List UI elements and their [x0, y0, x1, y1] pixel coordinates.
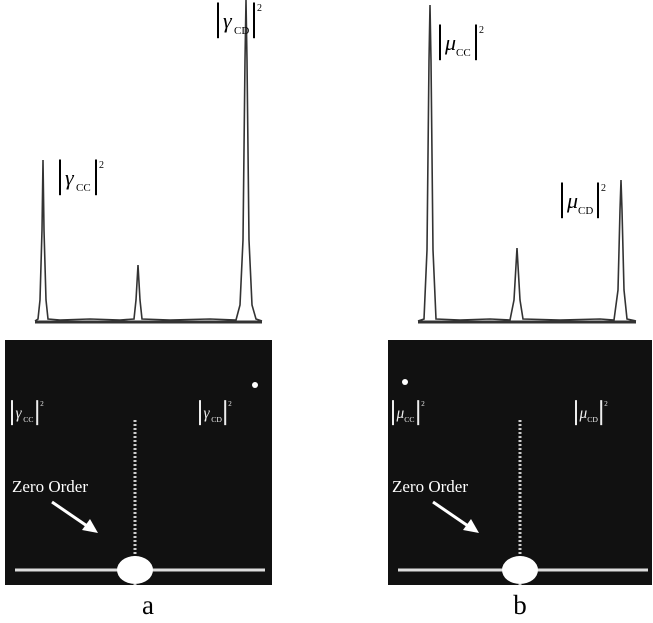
symbol: γ — [16, 405, 23, 422]
exponent: 2 — [257, 3, 262, 14]
symbol: γ — [204, 405, 211, 422]
symbol: μ — [579, 405, 588, 422]
exponent: 2 — [40, 400, 44, 408]
subscript: CD — [211, 415, 222, 424]
subscript: CC — [456, 47, 471, 59]
symbol: μ — [396, 405, 405, 422]
zero-order-label: Zero Order — [12, 477, 88, 496]
exponent: 2 — [479, 25, 484, 36]
subscript: CD — [234, 25, 249, 37]
symbol: μ — [444, 30, 456, 55]
exponent: 2 — [228, 400, 232, 408]
subscript: CD — [578, 205, 593, 217]
subscript: CD — [587, 415, 598, 424]
exponent: 2 — [601, 183, 606, 194]
subscript: CC — [76, 182, 91, 194]
zero-order-label: Zero Order — [392, 477, 468, 496]
subscript: CC — [23, 415, 33, 424]
diffraction-image — [5, 340, 272, 585]
exponent: 2 — [604, 400, 608, 408]
symbol: γ — [65, 165, 75, 190]
exponent: 2 — [99, 160, 104, 171]
panel-caption: b — [513, 590, 527, 620]
subscript: CC — [404, 415, 414, 424]
profile-trace — [35, 0, 262, 321]
symbol: γ — [223, 8, 233, 33]
exponent: 2 — [421, 400, 425, 408]
symbol: μ — [566, 188, 578, 213]
figure: Zero Order Zero Order a b γCC2γCD2μCC2μC… — [0, 0, 653, 623]
panel-caption: a — [142, 590, 154, 620]
